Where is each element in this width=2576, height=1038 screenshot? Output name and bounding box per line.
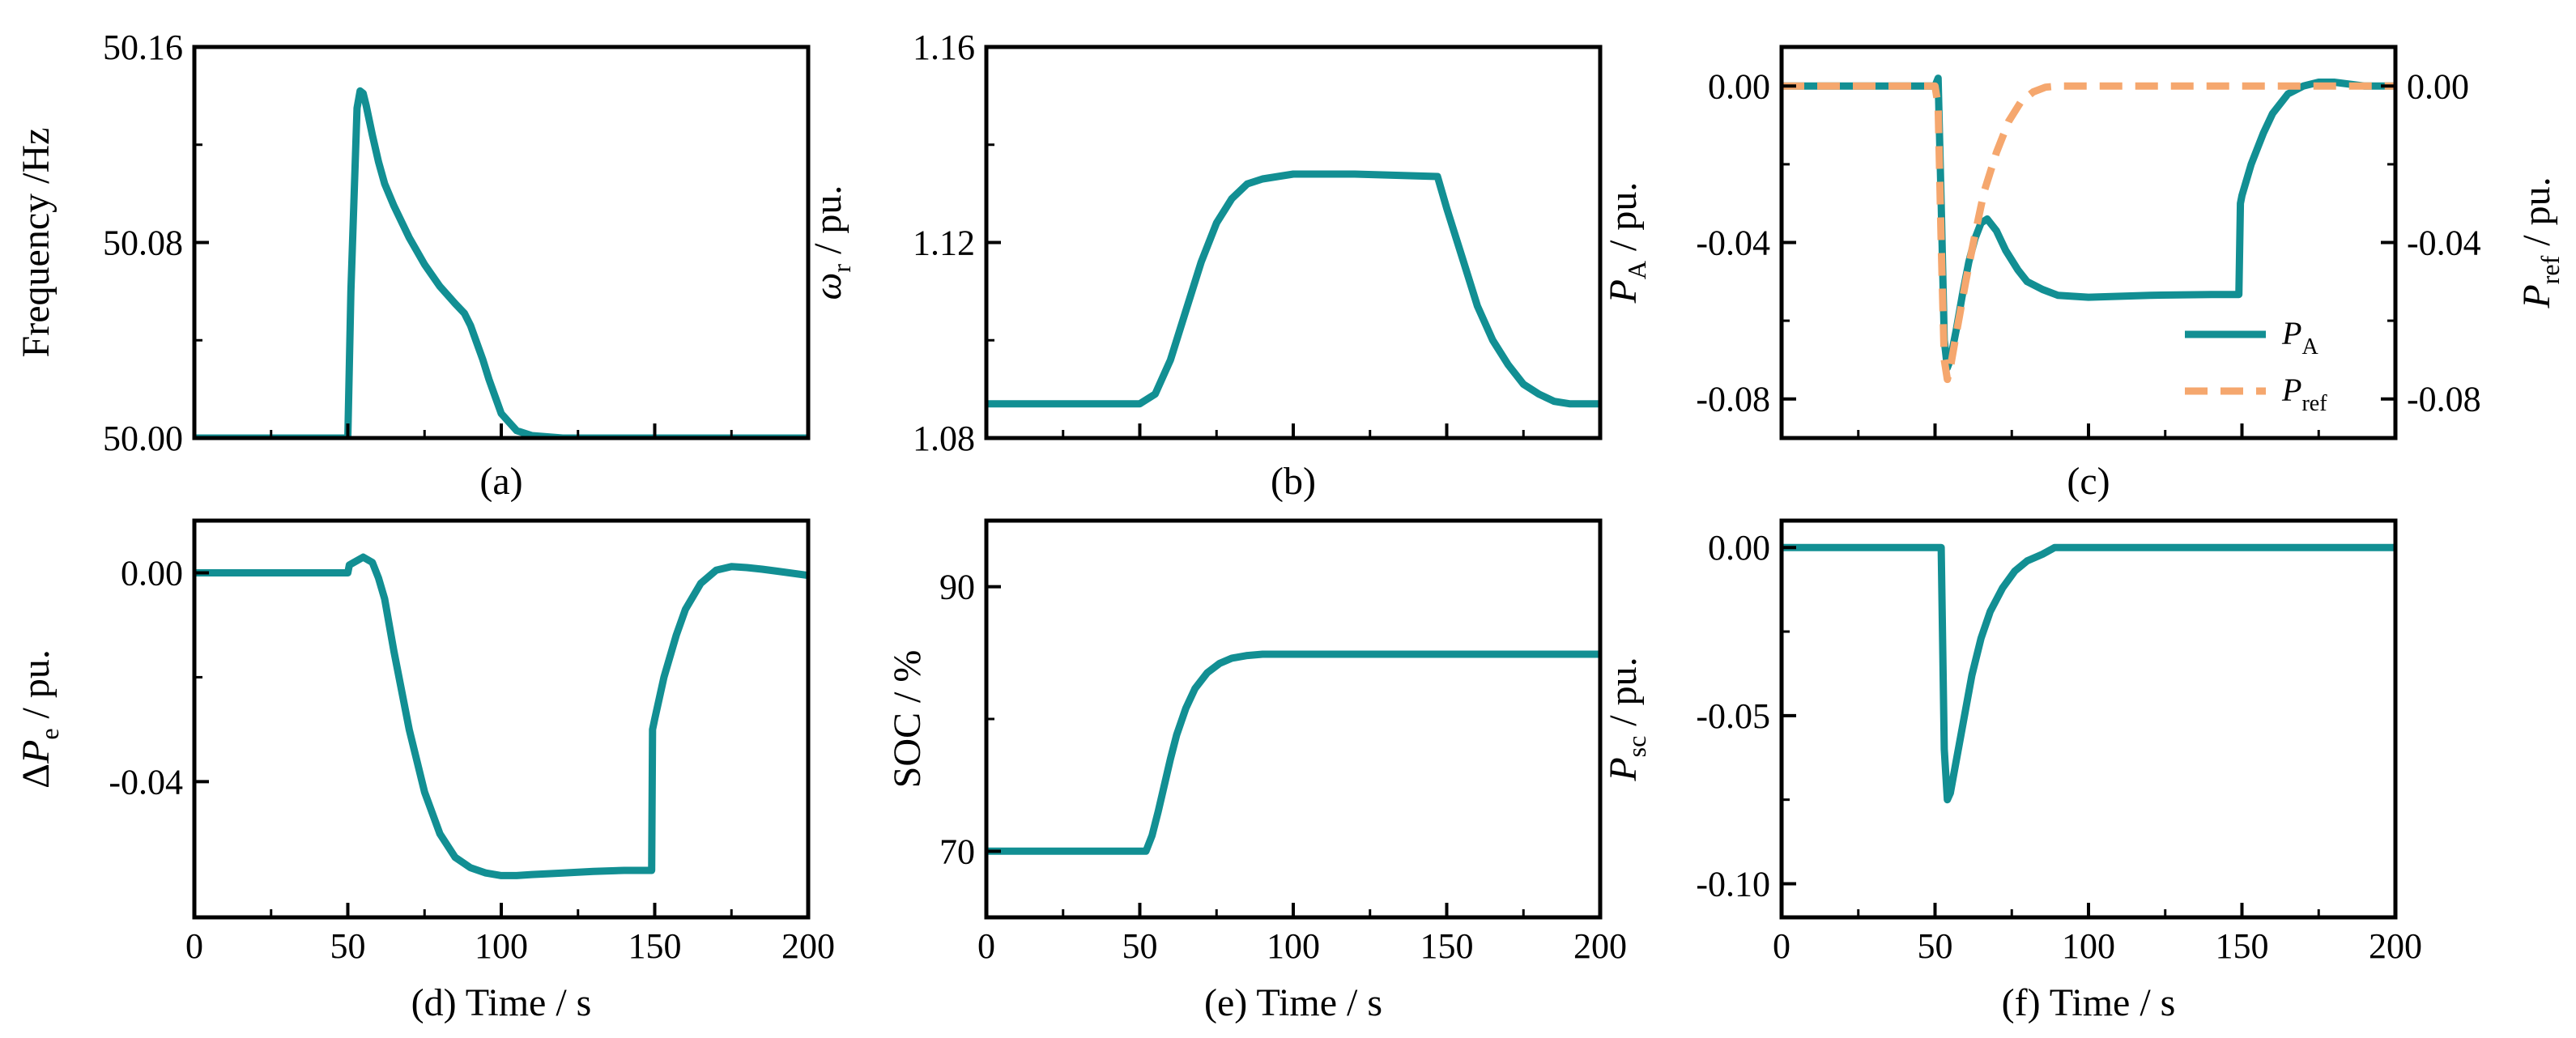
y-tick-label-c: -0.04 [1696,223,1770,263]
panel-f: 0 50 100 150 200 0.00 -0.05 -0.10 Psc / pu. (f) T… [1602,518,2422,1024]
y-tick-label-d: 0.00 [121,553,183,593]
panel-a: 50.00 50.08 50.16 Frequency /Hz (a) [15,28,811,503]
plot-frame-d [192,518,811,920]
y-tick-label-d: -0.04 [109,762,183,802]
series-line-frequency-a [194,87,808,438]
y-tick-label-c: -0.08 [1696,380,1770,419]
y-axis-label-a: Frequency /Hz [15,128,57,358]
y-tick-label-f: -0.05 [1696,696,1770,736]
x-tick-label-e: 150 [1420,926,1474,966]
y-tick-label-f: 0.00 [1708,528,1770,568]
x-tick-label-e: 200 [1573,926,1627,966]
panel-e: 0 50 100 150 200 70 90 SOC / % (e) Time / s [886,518,1627,1024]
x-tick-label-f: 50 [1918,926,1953,966]
x-tick-label-f: 100 [2062,926,2115,966]
panel-c: 0.00 -0.04 -0.08 0.00 -0.04 -0.08 PA / pu. Pref… [1602,45,2565,503]
y-axis-label-f: Psc / pu. [1602,657,1651,781]
y-axis-label-c: PA / pu. [1602,182,1651,304]
y-tick-label-b: 1.12 [913,223,975,263]
panel-b: 1.08 1.12 1.16 ωr / pu. (b) [807,28,1603,503]
plot-frame-f [1779,518,2398,920]
legend-label-pref: Pref [2281,372,2327,416]
y-tick-label-e: 70 [939,832,975,871]
x-tick-label-f: 150 [2216,926,2269,966]
plot-frame-b [984,45,1603,440]
y-tick-label-a: 50.16 [103,28,183,67]
x-tick-label-e: 100 [1267,926,1320,966]
x-tick-label-f: 0 [1773,926,1790,966]
y-right-tick-label-c: -0.08 [2407,380,2481,419]
y-right-axis-label-c: Pref / pu. [2515,177,2565,308]
panel-caption-e: (e) Time / s [1204,981,1382,1024]
series-line-pa-c [1782,74,2395,372]
plot-frame-a [192,45,811,440]
x-tick-label-d: 100 [475,926,528,966]
panel-caption-f: (f) Time / s [2002,981,2176,1024]
x-tick-label-d: 150 [628,926,682,966]
series-line-pe-d [194,553,808,879]
y-tick-label-e: 90 [939,568,975,607]
panel-d: 0 50 100 150 200 0.00 -0.04 ΔPe / pu. (d) Time /… [15,518,835,1024]
legend-label-pa: PA [2281,315,2318,359]
y-tick-label-c: 0.00 [1708,66,1770,106]
y-right-tick-label-c: 0.00 [2407,66,2469,106]
y-tick-label-a: 50.08 [103,223,183,263]
y-tick-label-b: 1.08 [913,419,975,458]
panel-caption-a: (a) [479,460,522,503]
y-right-tick-label-c: -0.04 [2407,223,2481,263]
x-tick-label-d: 0 [185,926,203,966]
panel-caption-d: (d) Time / s [411,981,592,1024]
y-tick-label-b: 1.16 [913,28,975,67]
x-tick-label-d: 200 [781,926,835,966]
y-axis-label-d: ΔPe / pu. [15,649,64,789]
x-tick-label-e: 50 [1122,926,1158,966]
y-tick-label-f: -0.10 [1696,864,1770,904]
series-line-r-b [986,170,1600,408]
x-tick-label-d: 50 [330,926,366,966]
series-line-soc-e [986,650,1600,855]
plot-frame-e [984,518,1603,920]
x-tick-label-f: 200 [2369,926,2422,966]
series-line-pref-c [1782,82,2395,384]
plot-frame-c [1779,45,2398,440]
panel-caption-c: (c) [2067,460,2110,503]
x-tick-label-e: 0 [977,926,995,966]
y-tick-label-a: 50.00 [103,419,183,458]
y-axis-label-e: SOC / % [886,650,929,789]
panel-caption-b: (b) [1271,460,1316,503]
series-line-psc-f [1782,543,2395,804]
y-axis-label-b: ωr / pu. [807,185,856,300]
